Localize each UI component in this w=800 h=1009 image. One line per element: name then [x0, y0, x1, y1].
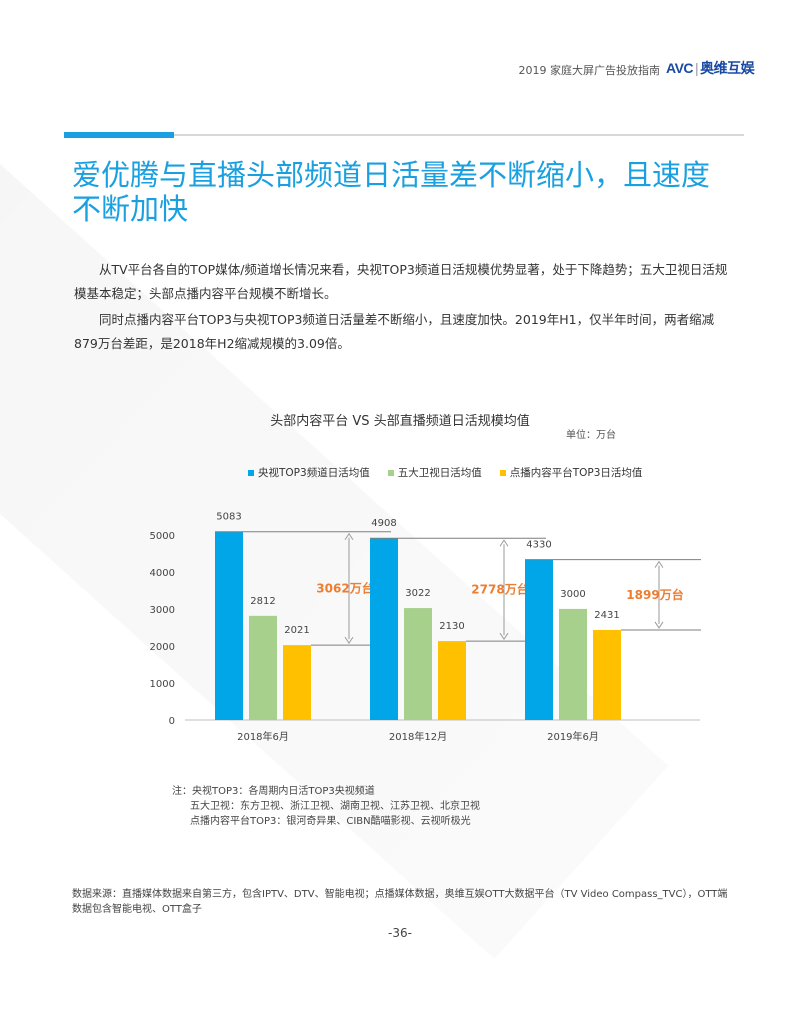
gap-arrow-head-up: [654, 560, 664, 568]
legend-label-cctv: 央视TOP3频道日活均值: [258, 467, 370, 479]
bar: [249, 615, 277, 720]
y-tick-label: 2000: [150, 642, 175, 653]
y-tick-label: 5000: [150, 531, 175, 542]
gap-annotation: 2778万台: [471, 582, 528, 597]
gap-arrow-head-down: [344, 636, 354, 645]
avc-logo: AVC | 奥维互娱: [666, 60, 755, 76]
bar: [370, 538, 398, 720]
x-tick-label: 2018年12月: [389, 730, 447, 743]
legend-swatch-vod: [499, 469, 506, 476]
y-tick-label: 3000: [150, 605, 175, 616]
data-source: 数据来源：直播媒体数据来自第三方，包含IPTV、DTV、智能电视；点播媒体数据，…: [72, 889, 728, 915]
bar: [593, 629, 621, 720]
title-accent-bar: [64, 132, 174, 138]
logo-cn: 奥维互娱: [700, 60, 755, 76]
report-title: 2019 家庭大屏广告投放指南: [518, 64, 661, 77]
y-tick-label: 0: [169, 716, 175, 727]
gap-arrow-head-up: [499, 539, 509, 547]
x-tick-label: 2019年6月: [547, 730, 599, 743]
gap-arrow-head-down: [654, 621, 664, 629]
note-2: 五大卫视：东方卫视、浙江卫视、湖南卫视、江苏卫视、北京卫视: [190, 801, 480, 812]
gap-annotation: 3062万台: [316, 580, 373, 595]
data-label: 2431: [594, 610, 619, 621]
legend-item-satellite: 五大卫视日活均值: [387, 465, 482, 480]
paragraph-2: 同时点播内容平台TOP3与央视TOP3频道日活量差不断缩小，且速度加快。2019…: [74, 312, 715, 351]
data-label: 2021: [284, 625, 309, 636]
x-tick-label: 2018年6月: [237, 730, 289, 743]
body-text: 从TV平台各自的TOP媒体/频道增长情况来看，央视TOP3频道日活规模优势显著，…: [74, 258, 734, 358]
legend-item-vod: 点播内容平台TOP3日活均值: [499, 465, 643, 480]
legend-label-satellite: 五大卫视日活均值: [397, 467, 482, 479]
chart-title: 头部内容平台 VS 头部直播频道日活规模均值: [270, 414, 530, 429]
y-tick-label: 1000: [150, 679, 175, 690]
data-label: 2130: [439, 621, 464, 632]
bar: [525, 559, 553, 720]
data-label: 4330: [526, 540, 551, 551]
chart-unit: 单位：万台: [566, 430, 616, 441]
bar-chart: 0 1000 2000 3000 4000 5000 5083 2812 2021 2018年6月…: [150, 512, 701, 743]
gap-arrow-head-up: [344, 532, 354, 541]
bar: [404, 608, 432, 720]
chart-legend: 央视TOP3频道日活均值 五大卫视日活均值 点播内容平台TOP3日活均值: [248, 465, 642, 480]
paragraph-1: 从TV平台各自的TOP媒体/频道增长情况来看，央视TOP3频道日活规模优势显著，…: [74, 262, 728, 301]
chart-notes: 注：央视TOP3：各周期内日活TOP3央视频道 五大卫视：东方卫视、浙江卫视、湖…: [172, 784, 480, 829]
y-tick-label: 4000: [150, 568, 175, 579]
title-divider: [174, 134, 744, 136]
note-3: 点播内容平台TOP3：银河奇异果、CIBN酷喵影视、云视听极光: [190, 816, 471, 827]
data-label: 2812: [250, 596, 275, 607]
page-title: 爱优腾与直播头部频道日活量差不断缩小，且速度不断加快: [72, 158, 711, 226]
data-label: 3000: [560, 589, 585, 600]
gap-annotation: 1899万台: [626, 587, 683, 602]
legend-item-cctv: 央视TOP3频道日活均值: [248, 465, 370, 480]
logo-text: AVC: [666, 60, 694, 76]
data-label: 3022: [405, 588, 430, 599]
data-label: 5083: [216, 512, 241, 523]
gap-arrow-head-down: [499, 632, 509, 641]
bar: [438, 641, 466, 720]
data-label: 4908: [371, 518, 396, 529]
legend-swatch-cctv: [248, 469, 254, 476]
legend-label-vod: 点播内容平台TOP3日活均值: [509, 467, 643, 479]
page-number: -36-: [388, 926, 412, 940]
bar: [559, 608, 587, 720]
bar: [215, 531, 243, 720]
note-1: 注：央视TOP3：各周期内日活TOP3央视频道: [172, 786, 375, 797]
bar: [283, 645, 311, 720]
legend-swatch-satellite: [387, 469, 394, 476]
